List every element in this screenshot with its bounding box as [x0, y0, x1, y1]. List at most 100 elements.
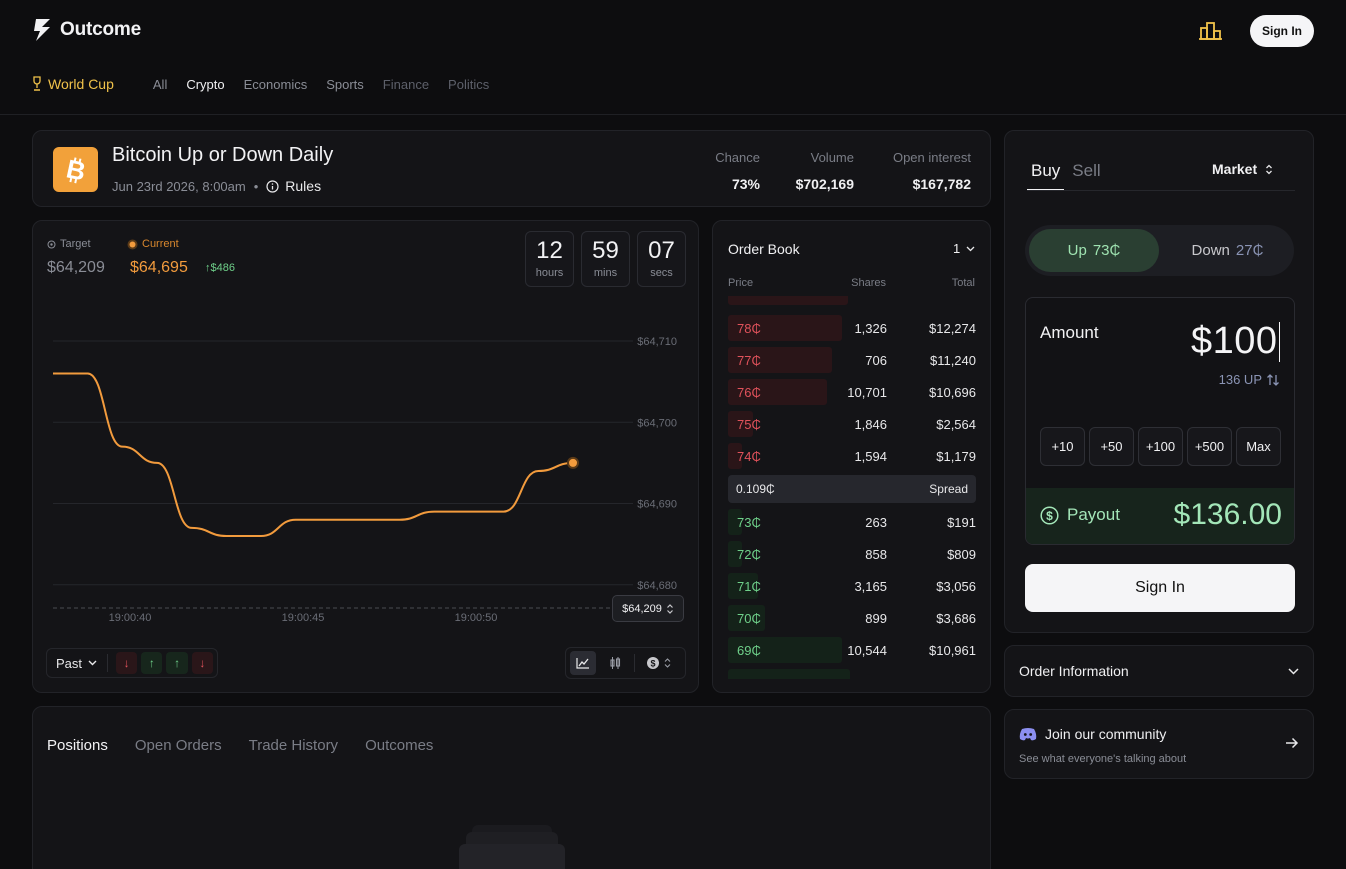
tab-outcomes[interactable]: Outcomes: [365, 737, 434, 754]
header-sign-in-button[interactable]: Sign In: [1250, 15, 1314, 47]
bid-row[interactable]: 69₵ 10,544 $10,961: [728, 636, 976, 664]
tab-positions[interactable]: Positions: [47, 737, 108, 754]
row-price: 74₵: [737, 449, 761, 464]
current-label: Current: [127, 238, 179, 250]
y-tick-label: $64,680: [637, 580, 677, 592]
arrow-up-icon: ↑: [205, 262, 211, 274]
ask-row[interactable]: 74₵ 1,594 $1,179: [728, 442, 976, 470]
countdown-hours: 12 hours: [525, 231, 574, 287]
market-date: Jun 23rd 2026, 8:00am: [112, 178, 246, 194]
nav-all[interactable]: All: [152, 76, 168, 92]
depth-bar: [728, 411, 753, 437]
depth-bar: [728, 379, 828, 405]
row-shares: 10,544: [847, 643, 887, 658]
row-price: 70₵: [737, 611, 761, 626]
bid-row[interactable]: 73₵ 263 $191: [728, 508, 976, 536]
candle-chart-button[interactable]: [602, 651, 628, 675]
bid-row-clipped: [728, 668, 976, 679]
amount-label: Amount: [1040, 323, 1099, 342]
bid-row[interactable]: 72₵ 858 $809: [728, 540, 976, 568]
depth-bar: [728, 347, 833, 373]
price-chart[interactable]: $64,710 $64,700 $64,690 $64,680 19:00:40 19:0…: [33, 221, 700, 641]
row-total: $809: [947, 547, 976, 562]
leaderboard-button[interactable]: [1198, 20, 1224, 42]
order-book-rows[interactable]: 78₵ 1,326 $12,274 77₵ 706 $11,240 76₵ 10,701 $10…: [728, 296, 976, 679]
header-divider: [0, 114, 1346, 115]
order-book-grouping-select[interactable]: 1: [953, 241, 975, 256]
outcome-toggle: Up 73₵ Down 27₵: [1025, 225, 1294, 276]
row-total: $2,564: [936, 417, 976, 432]
bid-row[interactable]: 71₵ 3,165 $3,056: [728, 572, 976, 600]
history-up-icon[interactable]: ↑: [166, 652, 188, 674]
ask-row[interactable]: 76₵ 10,701 $10,696: [728, 378, 976, 406]
order-book-panel: Order Book 1 Price Shares Total 78₵ 1,326…: [712, 220, 991, 693]
time-range-selector: Past ↓ ↑ ↑ ↓: [46, 648, 218, 678]
nav-politics[interactable]: Politics: [448, 76, 490, 92]
header-total: Total: [951, 277, 975, 289]
depth-bar: [728, 573, 758, 599]
target-price-pill[interactable]: $64,209: [612, 595, 684, 622]
row-shares: 858: [865, 547, 887, 562]
outcome-logo-icon: [34, 19, 50, 41]
max-button[interactable]: Max: [1236, 427, 1281, 466]
current-dot-icon: [127, 239, 138, 249]
price-line: [53, 372, 574, 537]
history-down-icon[interactable]: ↓: [191, 652, 213, 674]
header-price: Price: [728, 277, 754, 289]
up-outcome-button[interactable]: Up 73₵: [1029, 229, 1159, 272]
order-information-toggle[interactable]: Order Information: [1004, 645, 1314, 697]
nav-sports[interactable]: Sports: [326, 76, 364, 92]
row-price: 69₵: [737, 643, 761, 658]
rules-link[interactable]: Rules: [266, 178, 321, 194]
past-dropdown[interactable]: Past: [56, 656, 97, 671]
line-chart-icon: [576, 658, 589, 669]
market-subtitle: Jun 23rd 2026, 8:00am • Rules: [112, 178, 321, 194]
ask-row[interactable]: 78₵ 1,326 $12,274: [728, 314, 976, 342]
target-value: $64,209: [47, 259, 105, 276]
swap-vertical-icon: [1267, 373, 1279, 386]
order-type-select[interactable]: Market: [1212, 161, 1273, 177]
history-down-icon[interactable]: ↓: [115, 652, 138, 674]
quick-add-10-button[interactable]: +10: [1040, 427, 1085, 466]
trade-sign-in-button[interactable]: Sign In: [1025, 564, 1295, 612]
chevron-updown-icon: [666, 603, 673, 614]
tab-sell[interactable]: Sell: [1072, 161, 1101, 180]
amount-conversion[interactable]: 136 UP: [1219, 372, 1280, 387]
bid-row[interactable]: 70₵ 899 $3,686: [728, 604, 976, 632]
depth-bar: [728, 541, 742, 567]
down-outcome-button[interactable]: Down 27₵: [1191, 242, 1264, 259]
currency-selector[interactable]: $: [641, 651, 675, 675]
quick-add-50-button[interactable]: +50: [1089, 427, 1134, 466]
stat-chance: Chance 73%: [715, 150, 760, 192]
depth-bar: [728, 443, 742, 469]
tab-open-orders[interactable]: Open Orders: [134, 737, 222, 754]
brand-logo[interactable]: Outcome: [32, 17, 141, 43]
row-price: 73₵: [737, 515, 761, 530]
quick-add-500-button[interactable]: +500: [1187, 427, 1232, 466]
depth-bar: [728, 315, 843, 341]
nav-world-cup[interactable]: World Cup: [32, 76, 133, 92]
chevron-down-icon: [88, 660, 97, 666]
nav-finance[interactable]: Finance: [382, 76, 430, 92]
bitcoin-icon: B: [53, 147, 98, 192]
row-shares: 1,846: [854, 417, 887, 432]
tab-buy[interactable]: Buy: [1027, 161, 1065, 191]
quick-add-100-button[interactable]: +100: [1138, 427, 1183, 466]
line-chart-button[interactable]: [570, 651, 596, 675]
chevron-down-icon: [966, 246, 975, 251]
y-tick-label: $64,690: [637, 499, 677, 511]
row-price: 75₵: [737, 417, 761, 432]
payout-row: $ Payout $136.00: [1026, 488, 1294, 544]
amount-input[interactable]: $100: [1191, 320, 1280, 363]
ask-row[interactable]: 75₵ 1,846 $2,564: [728, 410, 976, 438]
nav-economics[interactable]: Economics: [243, 76, 308, 92]
row-total: $11,240: [929, 353, 976, 368]
community-card[interactable]: Join our community See what everyone's t…: [1004, 709, 1314, 779]
nav-crypto[interactable]: Crypto: [186, 76, 225, 92]
tab-trade-history[interactable]: Trade History: [248, 737, 339, 754]
stat-volume: Volume $702,169: [795, 150, 854, 192]
history-up-icon[interactable]: ↑: [141, 652, 163, 674]
price-chart-panel: $64,710 $64,700 $64,690 $64,680 19:00:40 19:0…: [32, 220, 699, 693]
ask-row[interactable]: 77₵ 706 $11,240: [728, 346, 976, 374]
x-tick-label: 19:00:40: [109, 612, 152, 624]
